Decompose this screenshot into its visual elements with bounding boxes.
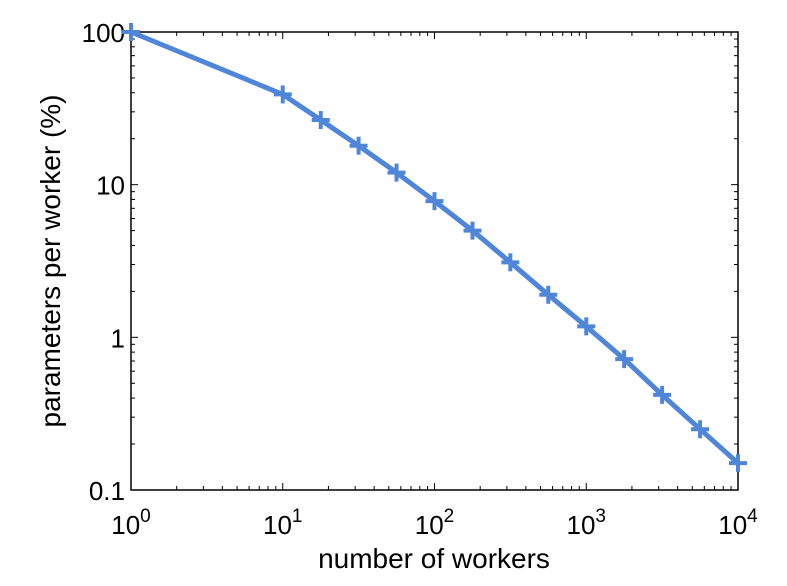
y-axis-label: parameters per worker (%) (35, 95, 66, 428)
x-tick-exponent: 3 (595, 506, 606, 527)
y-tick-label: 100 (82, 18, 125, 48)
data-point-marker (122, 23, 140, 41)
data-point-marker (463, 221, 482, 240)
x-tick-label: 103 (567, 506, 607, 540)
data-point-marker (311, 111, 330, 130)
y-tick-label: 10 (96, 171, 125, 201)
y-tick-label: 0.1 (89, 476, 125, 506)
data-point-marker (691, 420, 710, 439)
x-axis-label: number of workers (318, 543, 550, 574)
x-tick-exponent: 1 (292, 506, 303, 527)
data-point-marker (539, 285, 558, 304)
x-tick-label: 100 (111, 506, 151, 540)
x-tick-label: 102 (415, 506, 455, 540)
x-tick-label: 101 (263, 506, 303, 540)
x-tick-exponent: 2 (444, 506, 455, 527)
x-tick-base: 10 (718, 510, 747, 540)
data-point-marker (615, 350, 634, 369)
series-line (128, 29, 741, 466)
x-tick-exponent: 4 (747, 506, 758, 527)
data-point-marker (273, 85, 292, 104)
data-point-marker (729, 454, 747, 473)
plot-area-frame (130, 31, 739, 491)
data-point-marker (349, 136, 368, 155)
axis-ticks (131, 32, 738, 490)
x-tick-label: 104 (718, 506, 758, 540)
data-point-marker (653, 385, 672, 404)
data-point-marker (501, 253, 520, 272)
data-point-marker (577, 317, 596, 336)
x-tick-base: 10 (567, 510, 596, 540)
x-tick-base: 10 (111, 510, 140, 540)
series-layer (122, 23, 747, 473)
x-tick-exponent: 0 (140, 506, 151, 527)
data-point-marker (425, 192, 444, 211)
x-tick-base: 10 (263, 510, 292, 540)
data-point-marker (387, 163, 406, 182)
y-tick-label: 1 (111, 323, 125, 353)
x-tick-base: 10 (415, 510, 444, 540)
